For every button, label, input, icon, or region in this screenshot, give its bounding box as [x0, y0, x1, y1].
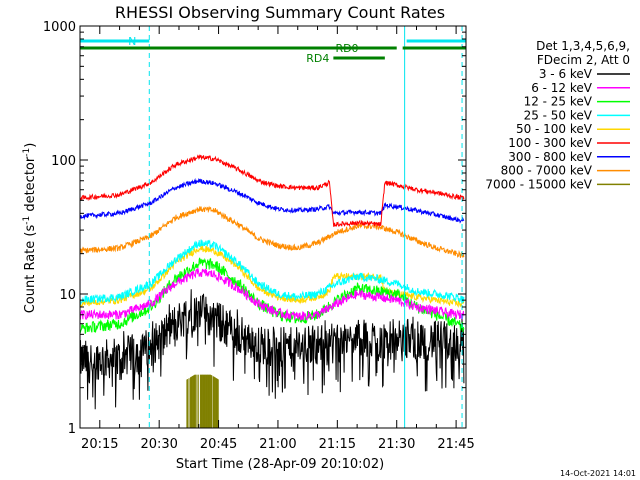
x-tick-label: 21:00 — [259, 437, 296, 452]
legend-entry: 6 - 12 keV — [531, 81, 630, 95]
rd0-label: RD0 — [335, 42, 358, 55]
y-tick-label: 100 — [51, 154, 76, 169]
y-axis-label-part: detector — [23, 156, 38, 216]
plot-frame — [79, 25, 467, 429]
y-axis: 1 10 100 1000 — [43, 20, 466, 437]
legend-entry: 100 - 300 keV — [508, 136, 630, 150]
y-tick-label: 10 — [59, 288, 76, 303]
legend-label: 7000 - 15000 keV — [485, 177, 592, 191]
night-label: N — [128, 35, 136, 48]
legend-label: 6 - 12 keV — [531, 81, 593, 95]
legend-header-line-2: FDecim 2, Att 0 — [537, 53, 630, 67]
x-tick-label: 21:15 — [319, 437, 356, 452]
legend-entry: 50 - 100 keV — [516, 122, 630, 136]
y-tick-label: 1000 — [43, 20, 76, 35]
y-axis-label: Count Rate (s-1 detector-1) — [22, 143, 38, 314]
series-3-6-kev-line — [79, 289, 465, 410]
footer-date: 14-Oct-2021 14:01 — [560, 469, 636, 478]
legend-label: 50 - 100 keV — [516, 122, 593, 136]
x-tick-label: 20:15 — [81, 437, 118, 452]
chart-title: RHESSI Observing Summary Count Rates — [115, 3, 445, 22]
series-25-50-kev-line — [79, 239, 465, 306]
x-tick-label: 21:30 — [378, 437, 415, 452]
legend-header-line-1: Det 1,3,4,5,6,9, — [536, 39, 630, 53]
y-axis-label-part: ) — [23, 143, 38, 148]
series-6-12-kev-line — [79, 268, 465, 321]
legend-entry: 7000 - 15000 keV — [485, 177, 630, 191]
legend-label: 3 - 6 keV — [539, 67, 593, 81]
legend-entry: 300 - 800 keV — [508, 150, 630, 164]
y-axis-label-part: Count Rate (s — [23, 225, 38, 314]
legend-label: 12 - 25 keV — [524, 95, 593, 109]
y-tick-label: 1 — [68, 422, 76, 437]
x-axis: 20:15 20:30 20:45 21:00 21:15 21:30 21:45 — [79, 26, 475, 452]
legend-label: 300 - 800 keV — [508, 150, 592, 164]
series-300-800-kev-line — [79, 177, 465, 224]
legend-entry: 3 - 6 keV — [539, 67, 630, 81]
legend-label: 25 - 50 keV — [524, 108, 593, 122]
legend-entry: 25 - 50 keV — [524, 108, 630, 122]
legend-label: 800 - 7000 keV — [501, 164, 593, 178]
series-800-7000-kev-line — [79, 205, 465, 258]
y-axis-label-superscript: -1 — [22, 148, 32, 157]
y-axis-label-superscript: -1 — [22, 216, 32, 225]
legend-entry: 12 - 25 keV — [524, 95, 630, 109]
plot-area: N RD0 RD4 — [79, 26, 466, 428]
legend-label: 100 - 300 keV — [508, 136, 592, 150]
series-100-300-kev-line — [79, 154, 465, 227]
x-tick-label: 21:45 — [437, 437, 474, 452]
x-axis-label: Start Time (28-Apr-09 20:10:02) — [176, 457, 384, 472]
rd4-label: RD4 — [306, 52, 329, 65]
x-tick-label: 20:30 — [140, 437, 177, 452]
x-tick-label: 20:45 — [200, 437, 237, 452]
series-7000-15000-kev-line — [186, 374, 219, 428]
legend-entry: 800 - 7000 keV — [501, 164, 630, 178]
